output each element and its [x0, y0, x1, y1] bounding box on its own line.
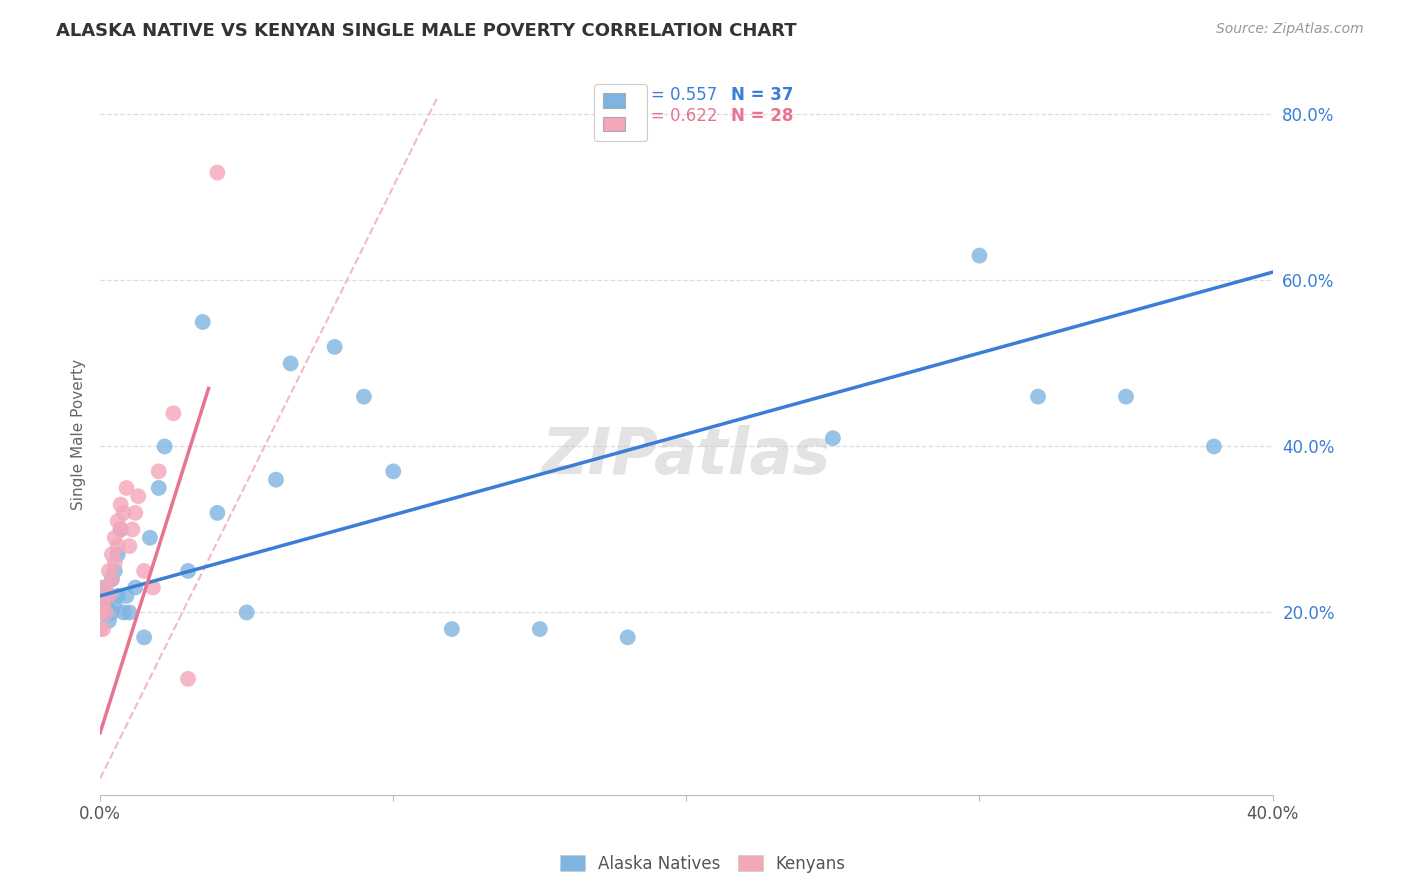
Point [94, 597, 117, 611]
Point [91, 597, 114, 611]
Point [110, 523, 132, 537]
Point [107, 514, 129, 528]
Point [97, 589, 120, 603]
Point [207, 165, 229, 179]
Point [110, 498, 132, 512]
Point [91, 622, 114, 636]
Point [153, 440, 176, 454]
Point [148, 464, 170, 478]
Point [115, 481, 138, 495]
Point [142, 581, 165, 595]
Point [107, 539, 129, 553]
Point [97, 564, 120, 578]
Point [616, 631, 638, 645]
Point [1115, 390, 1137, 404]
Point [118, 539, 141, 553]
Point [104, 556, 127, 570]
Text: ALASKA NATIVE VS KENYAN SINGLE MALE POVERTY CORRELATION CHART: ALASKA NATIVE VS KENYAN SINGLE MALE POVE… [56, 22, 797, 40]
Point [1202, 440, 1225, 454]
Point [191, 315, 214, 329]
Point [148, 481, 170, 495]
Legend:  ,  : , [595, 84, 647, 141]
Point [529, 622, 551, 636]
Point [323, 340, 346, 354]
Point [91, 581, 114, 595]
Point [440, 622, 463, 636]
Point [112, 506, 135, 520]
Point [235, 606, 257, 620]
Point [118, 606, 141, 620]
Point [207, 506, 229, 520]
Point [115, 589, 138, 603]
Point [112, 606, 135, 620]
Text: R = 0.557: R = 0.557 [634, 87, 717, 104]
Point [107, 589, 129, 603]
Point [89, 622, 111, 636]
Point [104, 531, 127, 545]
Point [821, 431, 844, 445]
Text: N = 28: N = 28 [731, 107, 793, 126]
Point [132, 631, 155, 645]
Y-axis label: Single Male Poverty: Single Male Poverty [72, 359, 86, 509]
Point [94, 606, 117, 620]
Point [94, 581, 117, 595]
Point [162, 406, 184, 420]
Point [97, 589, 120, 603]
Point [353, 390, 375, 404]
Point [177, 564, 200, 578]
Point [110, 523, 132, 537]
Point [101, 572, 124, 586]
Legend: Alaska Natives, Kenyans: Alaska Natives, Kenyans [554, 848, 852, 880]
Text: ZIPatlas: ZIPatlas [541, 425, 831, 487]
Point [264, 473, 287, 487]
Point [104, 597, 127, 611]
Point [91, 606, 114, 620]
Point [89, 606, 111, 620]
Point [177, 672, 200, 686]
Point [132, 564, 155, 578]
Point [969, 249, 991, 263]
Point [127, 489, 149, 503]
Point [124, 581, 146, 595]
Text: R = 0.622: R = 0.622 [634, 107, 717, 126]
Point [139, 531, 162, 545]
Point [107, 547, 129, 561]
Point [97, 614, 120, 628]
Point [101, 606, 124, 620]
Text: N = 37: N = 37 [731, 87, 793, 104]
Point [382, 464, 405, 478]
Point [1026, 390, 1049, 404]
Text: Source: ZipAtlas.com: Source: ZipAtlas.com [1216, 22, 1364, 37]
Point [280, 356, 302, 370]
Point [104, 564, 127, 578]
Point [101, 547, 124, 561]
Point [101, 572, 124, 586]
Point [124, 506, 146, 520]
Point [121, 523, 143, 537]
